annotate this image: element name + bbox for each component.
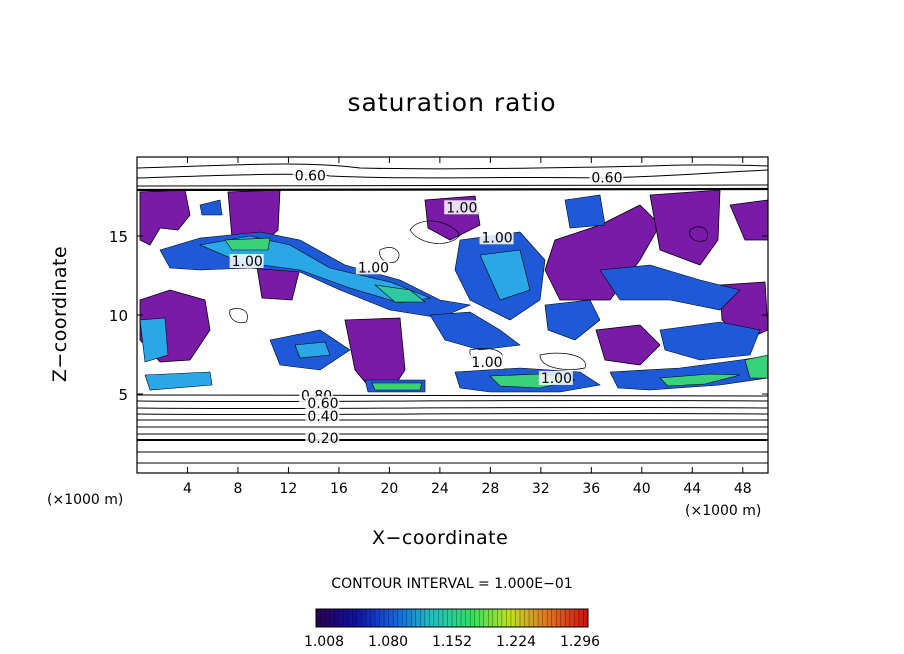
- contour-field: [137, 163, 768, 464]
- contour-label-bg: [229, 254, 264, 269]
- x-tick-label: 48: [734, 481, 752, 497]
- colorbar-tick-label: 1.008: [304, 634, 344, 650]
- chart-title: saturation ratio: [347, 88, 557, 117]
- contour-labels: 0.600.601.001.001.001.001.001.000.800.60…: [229, 168, 624, 447]
- contour-label: 1.00: [446, 200, 477, 216]
- contour-label-bg: [469, 355, 504, 370]
- contour-label-bg: [305, 408, 340, 423]
- contour-label: 1.00: [482, 230, 513, 246]
- x-tick-label: 8: [233, 481, 242, 497]
- contour-label: 0.60: [295, 169, 326, 185]
- x-tick-label: 32: [532, 481, 550, 497]
- axis-ticks: [137, 157, 768, 473]
- contour-label-bg: [444, 200, 479, 215]
- contour-label: 0.20: [307, 431, 338, 447]
- contour-label-bg: [538, 370, 573, 385]
- x-tick-label: 36: [582, 481, 600, 497]
- contour-label: 0.40: [307, 409, 338, 425]
- colorbar-tick-label: 1.152: [432, 634, 472, 650]
- x-axis-label: X−coordinate: [372, 527, 509, 549]
- colorbar-tick-label: 1.224: [496, 634, 536, 650]
- x-unit-label-left: (×1000 m): [47, 492, 124, 508]
- contour-label-bg: [305, 396, 340, 411]
- y-tick-label: 15: [109, 228, 128, 246]
- x-tick-labels: 4 8 12 16 20 24 28 32 36 40 44 48: [183, 481, 752, 497]
- colorbar-stripes: [320, 609, 584, 627]
- x-unit-label-right: (×1000 m): [685, 503, 762, 519]
- x-tick-label: 28: [481, 481, 499, 497]
- contour-label-bg: [355, 260, 390, 275]
- colorbar-tick-labels: 1.008 1.080 1.152 1.224 1.296: [304, 634, 600, 650]
- colorbar-tick-label: 1.080: [368, 634, 408, 650]
- y-tick-label: 10: [109, 307, 128, 325]
- contour-label: 0.60: [591, 170, 622, 186]
- x-tick-label: 44: [683, 481, 701, 497]
- contour-interval-text: CONTOUR INTERVAL = 1.000E−01: [331, 576, 573, 592]
- y-tick-label: 5: [118, 386, 128, 404]
- x-tick-label: 40: [633, 481, 651, 497]
- contour-label: 1.00: [358, 260, 389, 276]
- x-tick-label: 24: [431, 481, 449, 497]
- contour-label: 1.00: [541, 371, 572, 387]
- contour-label: 1.00: [471, 355, 502, 371]
- y-tick-labels: 5 10 15: [109, 228, 128, 404]
- x-tick-label: 12: [280, 481, 298, 497]
- contour-label-bg: [479, 230, 514, 245]
- contour-label-bg: [292, 168, 327, 183]
- x-tick-label: 4: [183, 481, 192, 497]
- contour-label: 1.00: [232, 254, 263, 270]
- x-tick-label: 16: [330, 481, 348, 497]
- contour-label-bg: [305, 430, 340, 445]
- x-tick-label: 20: [380, 481, 398, 497]
- contour-label: 0.60: [307, 396, 338, 412]
- contour-label-bg: [589, 170, 624, 185]
- colorbar-tick-label: 1.296: [560, 634, 600, 650]
